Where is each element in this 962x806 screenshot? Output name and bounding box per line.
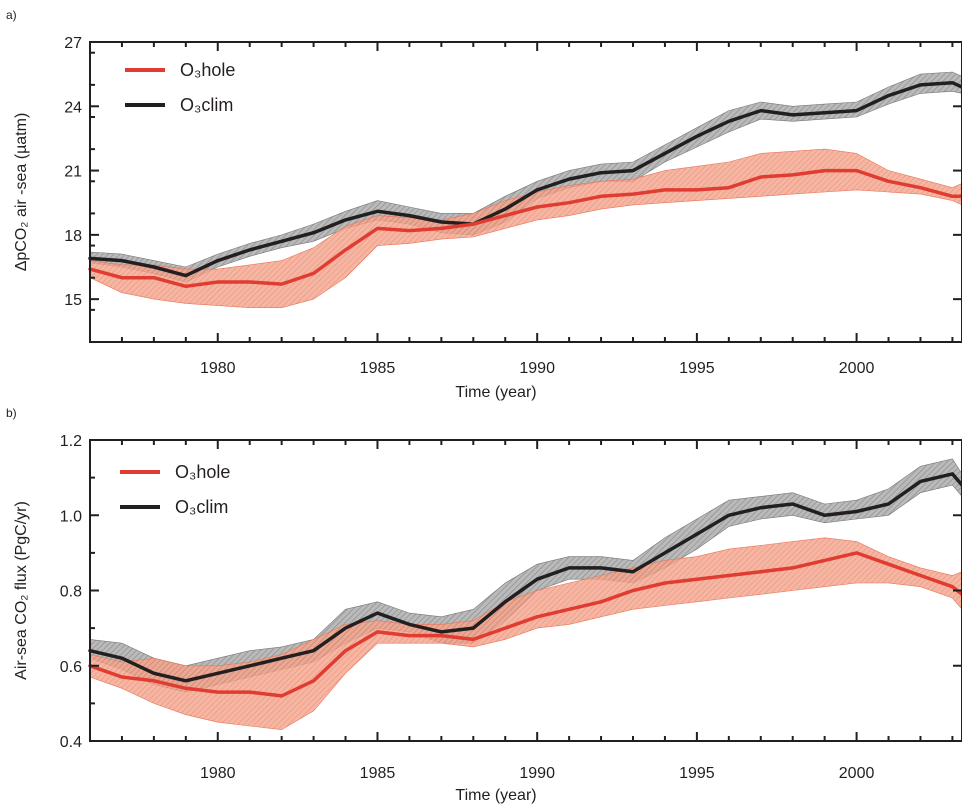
y-tick-label: 1.2 bbox=[60, 433, 82, 450]
x-tick-label: 1990 bbox=[519, 765, 555, 782]
y-tick-label: 0.6 bbox=[60, 659, 82, 676]
x-tick-label: 1995 bbox=[679, 360, 715, 377]
y-axis-title: Air-sea CO₂ flux (PgC/yr) bbox=[13, 501, 30, 680]
series-line-o3clim bbox=[88, 80, 962, 278]
legend-label-o3clim: O₃clim bbox=[180, 95, 233, 115]
panel-label: a) bbox=[6, 8, 17, 22]
uncertainty-band-o3hole bbox=[89, 148, 962, 308]
series-line-o3hole bbox=[88, 168, 962, 289]
y-tick-label: 18 bbox=[64, 228, 82, 245]
panel-a: a) 1980 1985 1990 1995 2000 15 18 21 24 27 Time (ye… bbox=[6, 8, 962, 401]
x-tick-label: 1985 bbox=[360, 360, 396, 377]
y-tick-label: 21 bbox=[64, 164, 82, 181]
y-tick-label: 1.0 bbox=[60, 508, 82, 525]
x-tick-label: 2000 bbox=[839, 765, 875, 782]
x-tick-label: 1980 bbox=[200, 360, 236, 377]
y-tick-label: 0.8 bbox=[60, 584, 82, 601]
y-tick-label: 24 bbox=[64, 99, 82, 116]
y-tick-label: 15 bbox=[64, 292, 82, 309]
x-axis-title: Time (year) bbox=[455, 787, 536, 804]
legend-label-o3hole: O₃hole bbox=[175, 462, 230, 482]
uncertainty-band-o3hole bbox=[89, 537, 962, 731]
x-tick-label: 2000 bbox=[839, 360, 875, 377]
series-line-o3clim bbox=[88, 472, 962, 683]
legend-label-o3hole: O₃hole bbox=[180, 60, 235, 80]
x-tick-label: 1990 bbox=[519, 360, 555, 377]
x-tick-label: 1985 bbox=[360, 765, 396, 782]
x-tick-label: 1995 bbox=[679, 765, 715, 782]
plot-frame bbox=[89, 41, 962, 343]
panel-label: b) bbox=[6, 406, 17, 420]
y-axis-title: ΔpCO₂ air -sea (µatm) bbox=[13, 113, 30, 272]
x-tick-label: 1980 bbox=[200, 765, 236, 782]
x-axis-title: Time (year) bbox=[455, 384, 536, 401]
panel-b: b) 1980 1985 1990 1995 2000 0.4 0.6 0.8 1.0 1.2 Tim… bbox=[6, 406, 962, 804]
y-tick-label: 27 bbox=[64, 35, 82, 52]
series-line-o3hole bbox=[88, 551, 962, 698]
y-tick-label: 0.4 bbox=[60, 734, 82, 751]
legend-label-o3clim: O₃clim bbox=[175, 497, 228, 517]
